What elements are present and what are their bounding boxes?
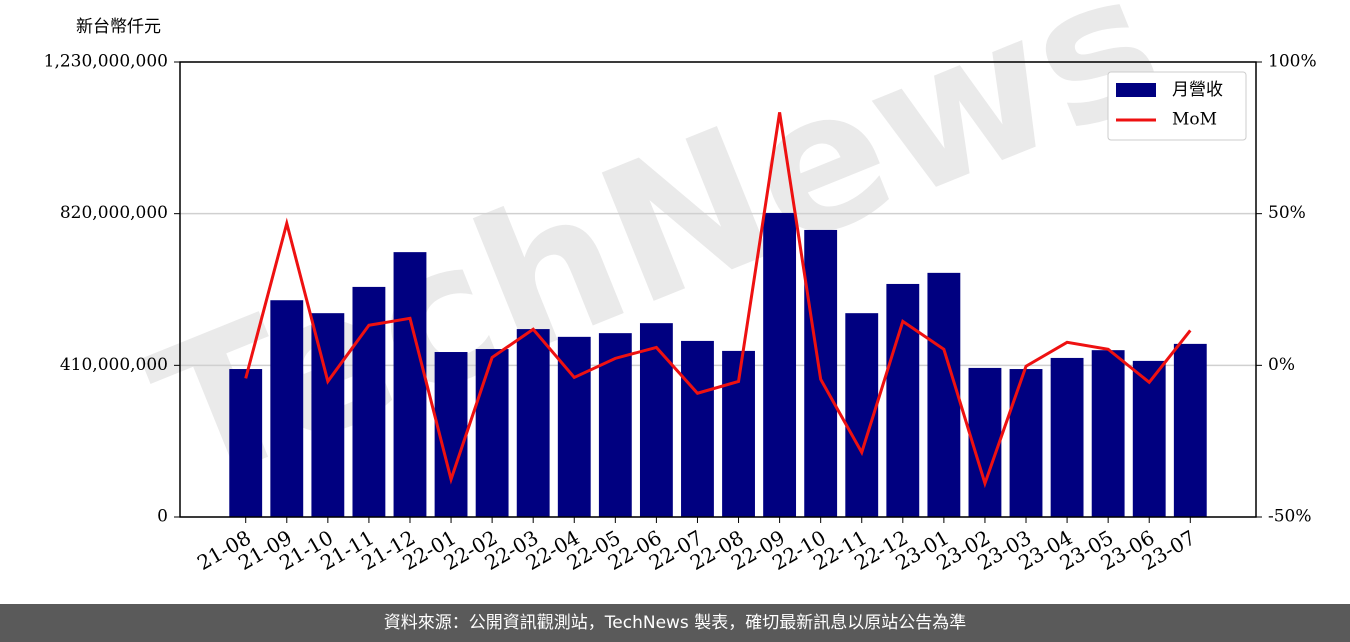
bar bbox=[763, 212, 797, 518]
bar bbox=[1173, 343, 1207, 517]
plot-frame bbox=[179, 61, 1257, 518]
bar bbox=[639, 323, 673, 517]
bar bbox=[1132, 360, 1166, 517]
bar bbox=[475, 349, 509, 517]
bar bbox=[229, 369, 263, 517]
unit-label: 新台幣仟元 bbox=[76, 17, 161, 37]
y-tick-label: 820,000,000 bbox=[60, 203, 168, 223]
line bbox=[244, 112, 1192, 489]
y-tick-label: 0 bbox=[157, 507, 168, 527]
bar bbox=[681, 340, 714, 517]
y2-tick-label: -50% bbox=[1268, 507, 1312, 527]
bar bbox=[516, 329, 550, 517]
y-tick-label: 410,000,000 bbox=[60, 355, 168, 375]
bar bbox=[311, 313, 345, 517]
bar bbox=[886, 283, 920, 517]
y2-tick-label: 0% bbox=[1268, 355, 1295, 375]
legend-label: MoM bbox=[1172, 110, 1217, 130]
chart: TechNews 新台幣仟元 0410,000,000820,000,0001,… bbox=[44, 0, 1317, 575]
y2-tick-label: 50% bbox=[1268, 203, 1306, 223]
bar bbox=[598, 333, 632, 517]
bar bbox=[927, 272, 961, 517]
legend-label: 月營收 bbox=[1172, 80, 1223, 100]
legend-swatch bbox=[1116, 83, 1156, 97]
bar bbox=[1050, 357, 1084, 517]
bar bbox=[393, 252, 427, 517]
bar bbox=[1009, 369, 1043, 517]
bar bbox=[1091, 350, 1125, 517]
y-tick-label: 1,230,000,000 bbox=[44, 52, 168, 72]
footer: 資料來源：公開資訊觀測站，TechNews 製表，確切最新訊息以原站公告為準 bbox=[0, 604, 1350, 642]
bar bbox=[270, 300, 304, 517]
bar bbox=[352, 286, 386, 517]
y2-tick-label: 100% bbox=[1268, 52, 1317, 72]
